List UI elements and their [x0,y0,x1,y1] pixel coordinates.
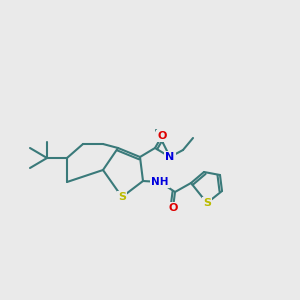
Text: S: S [203,198,211,208]
Text: S: S [118,192,126,202]
Text: NH: NH [151,177,169,187]
Text: O: O [168,203,178,213]
Text: N: N [165,152,175,162]
Text: O: O [157,131,167,141]
